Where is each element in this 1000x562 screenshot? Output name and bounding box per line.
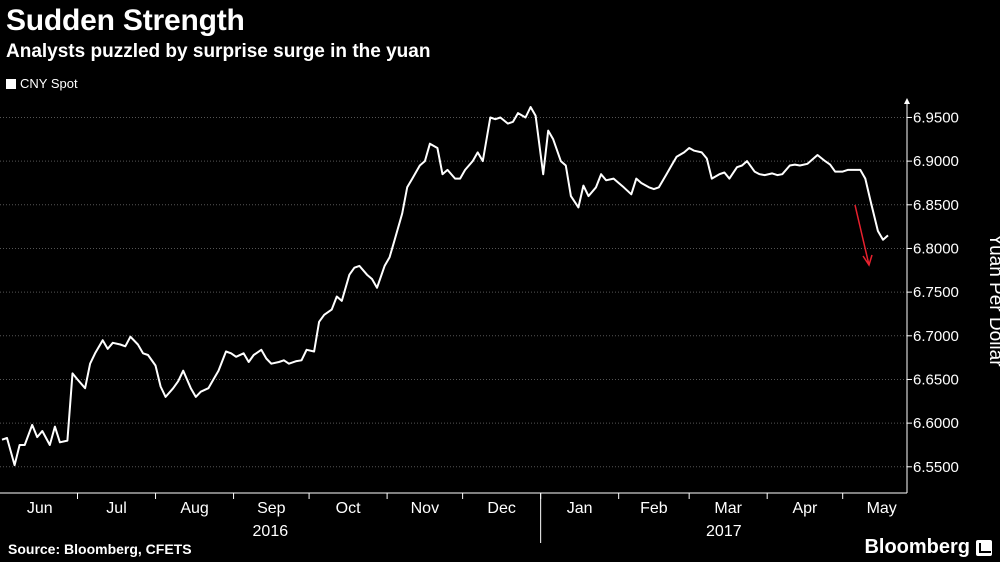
legend: CNY Spot xyxy=(6,76,78,91)
y-tick-label: 6.6000 xyxy=(913,415,959,432)
bloomberg-chart-icon xyxy=(976,539,992,556)
x-tick-label: Aug xyxy=(180,500,208,517)
chart-subtitle: Analysts puzzled by surprise surge in th… xyxy=(6,41,431,62)
x-tick-label: Jan xyxy=(567,500,593,517)
x-tick-label: Dec xyxy=(487,500,515,517)
y-tick-label: 6.8500 xyxy=(913,197,959,214)
chart-title: Sudden Strength xyxy=(6,4,245,37)
x-tick-label: May xyxy=(867,500,897,517)
x-tick-label: Jul xyxy=(106,500,126,517)
source-note: Source: Bloomberg, CFETS xyxy=(8,541,192,557)
x-tick-label: Apr xyxy=(792,500,818,517)
annotation-arrow-shaft xyxy=(854,204,870,266)
y-axis-title: Yuan Per Dollar xyxy=(985,233,1000,367)
y-tick-label: 6.6500 xyxy=(913,371,959,388)
brand-logo: Bloomberg xyxy=(864,536,992,559)
y-axis-arrow-icon xyxy=(904,98,910,104)
x-tick-label: Mar xyxy=(714,500,742,517)
x-tick-label: Jun xyxy=(27,500,53,517)
y-tick-label: 6.9500 xyxy=(913,109,959,126)
y-tick-label: 6.7000 xyxy=(913,328,959,345)
annotation-arrow-head-icon xyxy=(862,254,873,267)
y-tick-label: 6.8000 xyxy=(913,240,959,257)
x-tick-label: Nov xyxy=(411,500,439,517)
legend-label: CNY Spot xyxy=(20,76,78,91)
x-tick-label: Oct xyxy=(336,500,361,517)
series-line-cny-spot xyxy=(1,106,889,467)
y-tick-label: 6.9000 xyxy=(913,153,959,170)
y-tick-label: 6.7500 xyxy=(913,284,959,301)
year-label: 2017 xyxy=(706,523,742,540)
x-tick-label: Sep xyxy=(257,500,286,517)
legend-swatch xyxy=(6,78,16,89)
y-tick-label: 6.5500 xyxy=(913,459,959,476)
x-tick-label: Feb xyxy=(640,500,668,517)
brand-name: Bloomberg xyxy=(864,536,970,558)
year-label: 2016 xyxy=(253,523,289,540)
